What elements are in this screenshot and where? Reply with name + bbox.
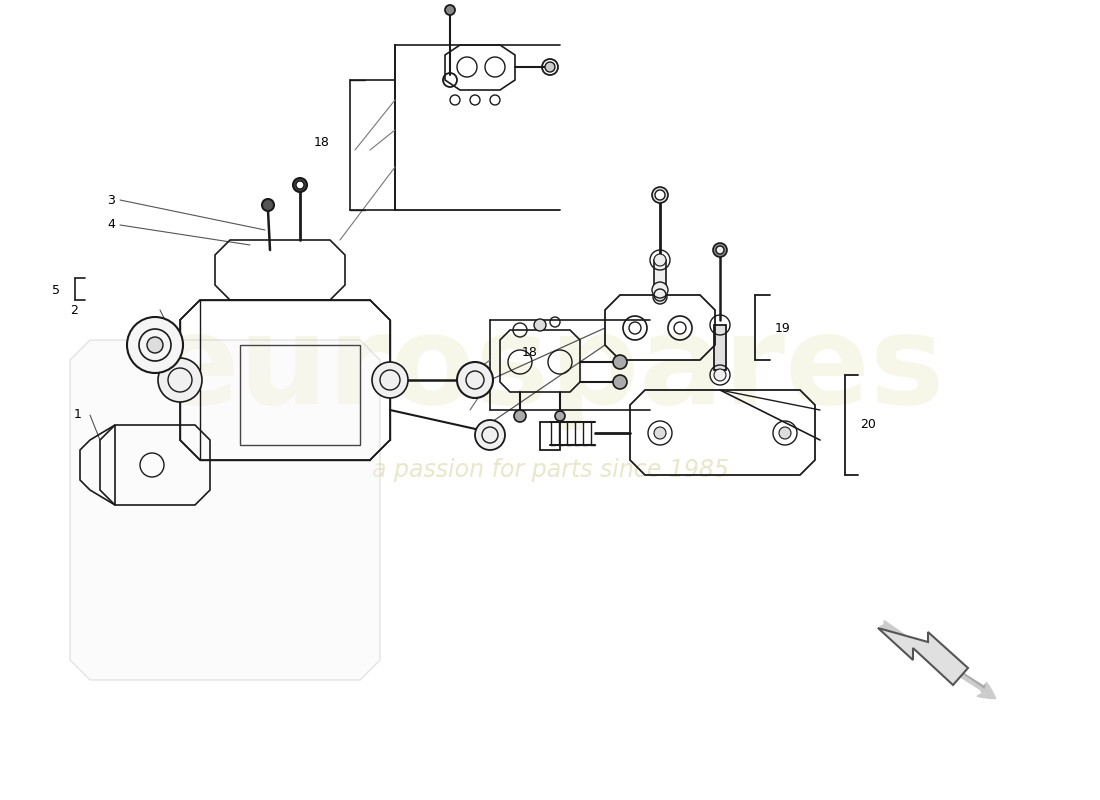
Text: eurospares: eurospares: [155, 310, 945, 430]
Text: 18: 18: [522, 346, 538, 359]
Circle shape: [652, 187, 668, 203]
Circle shape: [544, 62, 556, 72]
Circle shape: [446, 5, 455, 15]
Circle shape: [654, 427, 666, 439]
Circle shape: [714, 369, 726, 381]
Circle shape: [653, 290, 667, 304]
Circle shape: [126, 317, 183, 373]
Circle shape: [456, 362, 493, 398]
Text: 20: 20: [860, 418, 876, 431]
Text: 1: 1: [74, 409, 82, 422]
Text: a passion for parts since 1985: a passion for parts since 1985: [372, 458, 728, 482]
Bar: [240, 345, 360, 445]
Text: 19: 19: [776, 322, 791, 334]
Circle shape: [556, 411, 565, 421]
Text: 18: 18: [315, 135, 330, 149]
Circle shape: [652, 282, 668, 298]
Text: 4: 4: [107, 218, 116, 231]
Circle shape: [147, 337, 163, 353]
Circle shape: [654, 254, 666, 266]
Circle shape: [372, 362, 408, 398]
Circle shape: [262, 199, 274, 211]
Circle shape: [613, 355, 627, 369]
Bar: [714, 325, 726, 370]
Circle shape: [779, 427, 791, 439]
Circle shape: [713, 243, 727, 257]
Circle shape: [158, 358, 202, 402]
Circle shape: [475, 420, 505, 450]
Circle shape: [514, 410, 526, 422]
Circle shape: [654, 190, 666, 200]
Bar: [540, 422, 560, 450]
Circle shape: [293, 178, 307, 192]
Bar: [654, 260, 666, 295]
Circle shape: [716, 246, 724, 254]
Text: 3: 3: [107, 194, 116, 206]
Circle shape: [296, 181, 304, 189]
Text: 5: 5: [52, 283, 60, 297]
Text: 2: 2: [70, 303, 78, 317]
Polygon shape: [70, 340, 380, 680]
Polygon shape: [878, 628, 968, 685]
Circle shape: [534, 319, 546, 331]
Circle shape: [613, 375, 627, 389]
